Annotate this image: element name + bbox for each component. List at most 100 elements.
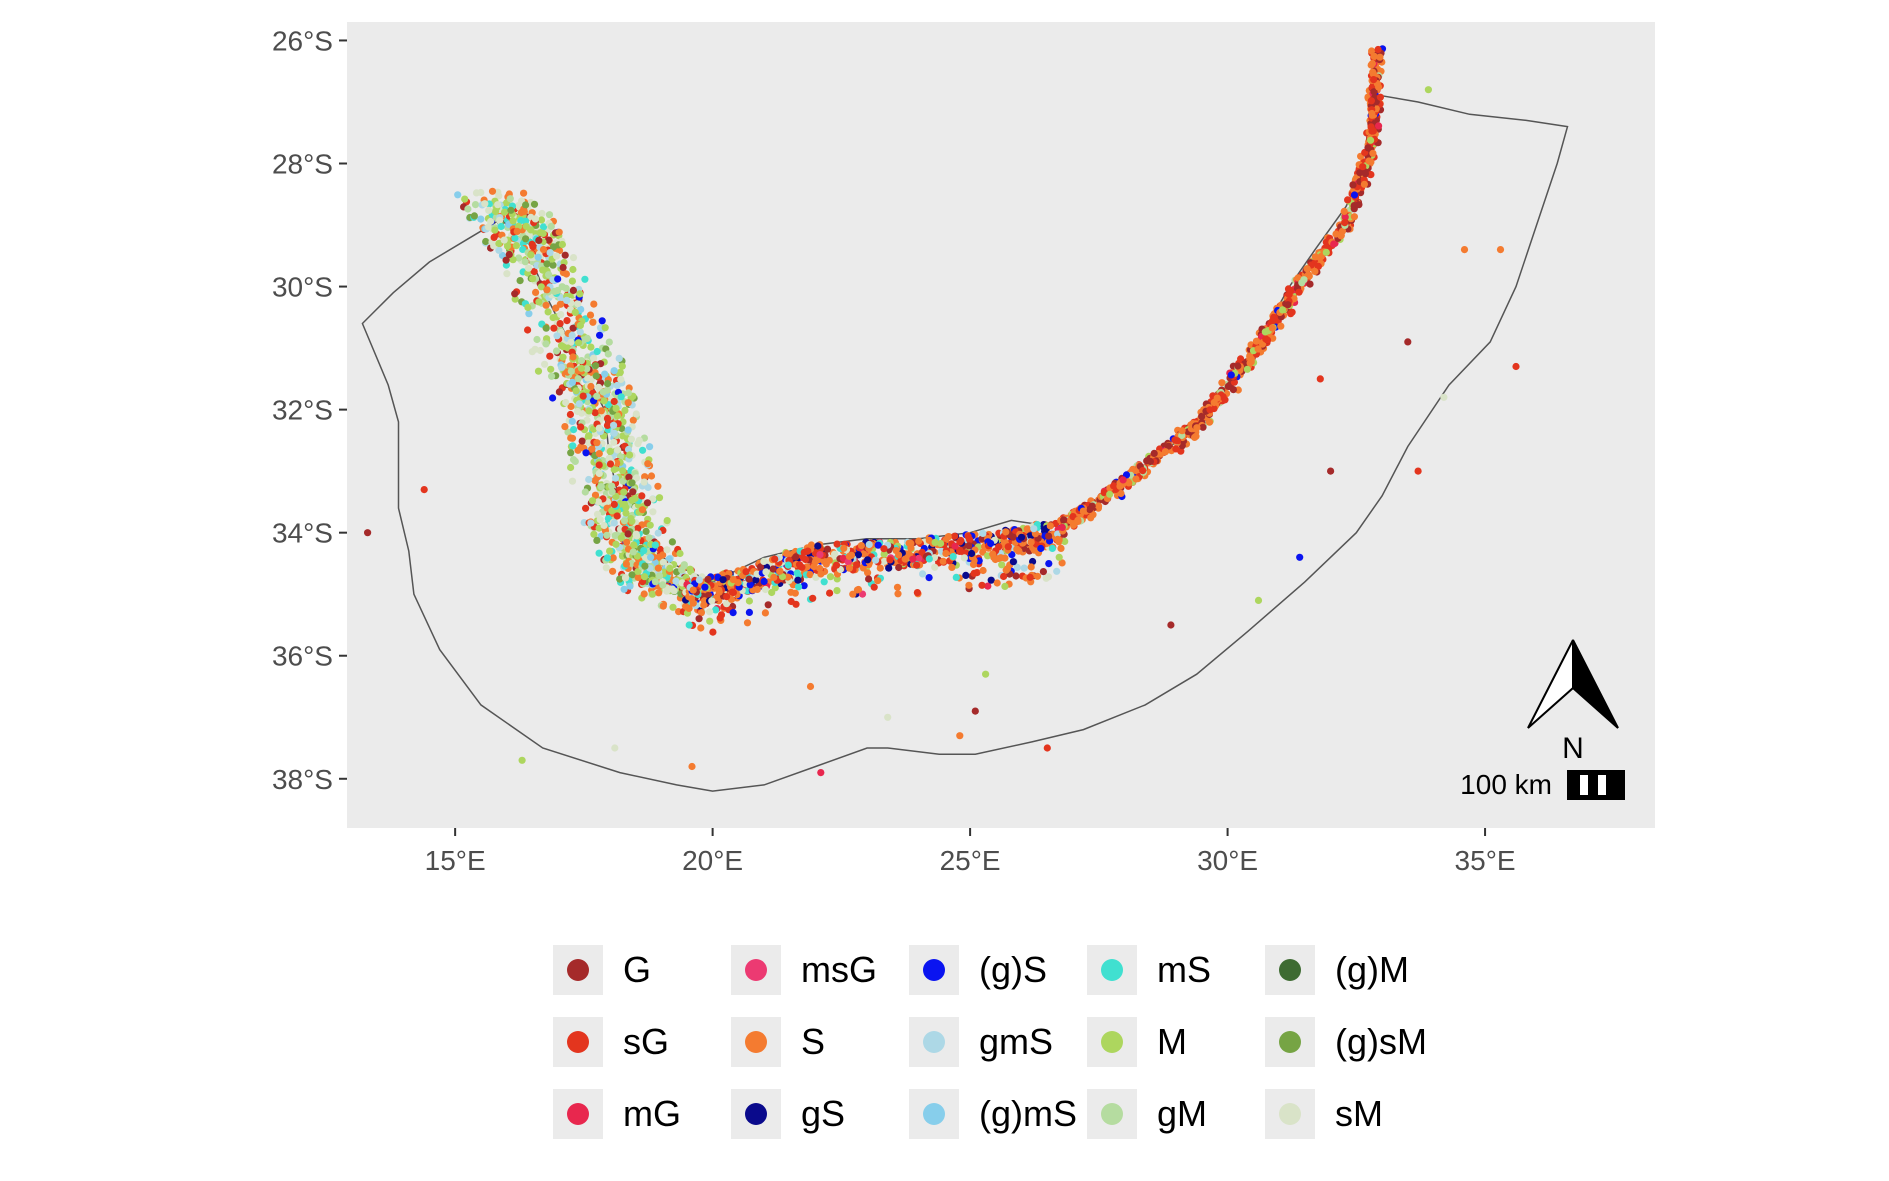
sample-point (619, 467, 627, 475)
sample-point (548, 372, 556, 380)
sample-point (601, 324, 609, 332)
sample-point (595, 383, 603, 391)
sample-point (533, 335, 541, 344)
sample-point (632, 410, 640, 418)
x-axis: 15°E 20°E 25°E 30°E 35°E (425, 828, 1516, 876)
sample-point (655, 572, 664, 580)
sample-point (987, 539, 995, 548)
legend-label: gS (801, 1093, 846, 1134)
sample-point (625, 473, 633, 481)
sample-point (477, 188, 485, 197)
legend-key (1265, 1017, 1315, 1067)
sample-point (635, 436, 643, 444)
sample-point (544, 236, 553, 244)
sample-point (571, 308, 579, 316)
legend-dot-icon (1279, 959, 1301, 981)
sample-point (567, 402, 575, 411)
legend-dot-icon (745, 1103, 767, 1125)
sample-point (1218, 379, 1226, 387)
sample-point (678, 566, 686, 574)
sample-point (624, 426, 632, 434)
sample-point (618, 362, 626, 370)
sample-point (1254, 596, 1263, 605)
sample-point (663, 517, 671, 525)
sample-point (925, 574, 933, 582)
sample-point (503, 242, 512, 250)
sample-point (668, 538, 677, 546)
sample-point (1316, 375, 1324, 383)
sample-point (520, 208, 528, 216)
sample-point (1263, 336, 1272, 344)
sample-point (1002, 528, 1010, 536)
sample-point (595, 461, 603, 469)
sample-point (715, 588, 723, 596)
sample-point (608, 488, 616, 496)
sample-point (1337, 232, 1345, 240)
sample-point (966, 536, 974, 544)
sample-point (591, 491, 600, 499)
sample-point (524, 326, 532, 334)
sample-point (1026, 573, 1034, 581)
sample-point (971, 707, 979, 715)
sample-point (559, 343, 567, 351)
sample-point (534, 253, 542, 261)
sample-point (542, 301, 550, 309)
sample-point (1361, 170, 1369, 178)
sample-point (630, 541, 638, 549)
sample-point (969, 560, 978, 569)
sample-point (611, 474, 620, 482)
sample-point (1164, 442, 1173, 450)
sample-point (886, 556, 894, 564)
sample-point (482, 237, 490, 246)
sample-point (461, 195, 469, 203)
sample-point (628, 559, 636, 568)
sample-point (638, 506, 647, 514)
legend-key (731, 1089, 781, 1139)
sample-point (542, 324, 550, 332)
sample-point (823, 545, 832, 553)
sample-point (1404, 338, 1412, 346)
sample-point (885, 564, 893, 572)
sample-point (578, 437, 586, 445)
sample-point (1100, 489, 1108, 497)
sample-point (1327, 467, 1335, 475)
sample-point (1367, 97, 1375, 105)
sample-point (1512, 362, 1520, 371)
sample-point (1340, 207, 1348, 215)
sample-point (840, 544, 848, 552)
sample-point (884, 713, 892, 721)
sample-point (552, 347, 561, 355)
sample-point (1205, 418, 1214, 426)
sample-point (816, 564, 824, 573)
sample-point (853, 561, 861, 569)
sample-point (477, 215, 485, 223)
sample-point (874, 541, 882, 549)
sample-point (659, 558, 668, 566)
sample-point (553, 332, 561, 340)
legend-dot-icon (1279, 1031, 1301, 1053)
sample-point (1060, 516, 1068, 524)
sample-point (555, 388, 564, 396)
sample-point (579, 392, 587, 400)
sample-point (1017, 533, 1026, 541)
sample-point (596, 516, 604, 524)
sample-point (1367, 61, 1375, 69)
sample-point (615, 354, 623, 362)
sample-point (610, 367, 618, 375)
sample-point (638, 492, 646, 500)
sample-point (762, 568, 770, 576)
sample-point (745, 608, 754, 617)
sample-point (771, 555, 779, 563)
sample-point (494, 201, 502, 209)
sample-point (545, 271, 553, 279)
legend-item: msG (731, 945, 877, 995)
sample-point (522, 235, 530, 243)
sample-point (597, 483, 605, 491)
sample-point (701, 583, 709, 591)
sample-point (655, 553, 663, 561)
sample-point (587, 343, 595, 351)
legend-key (731, 1017, 781, 1067)
sample-point (925, 555, 933, 563)
sample-point (931, 538, 939, 547)
sample-point (562, 398, 570, 407)
